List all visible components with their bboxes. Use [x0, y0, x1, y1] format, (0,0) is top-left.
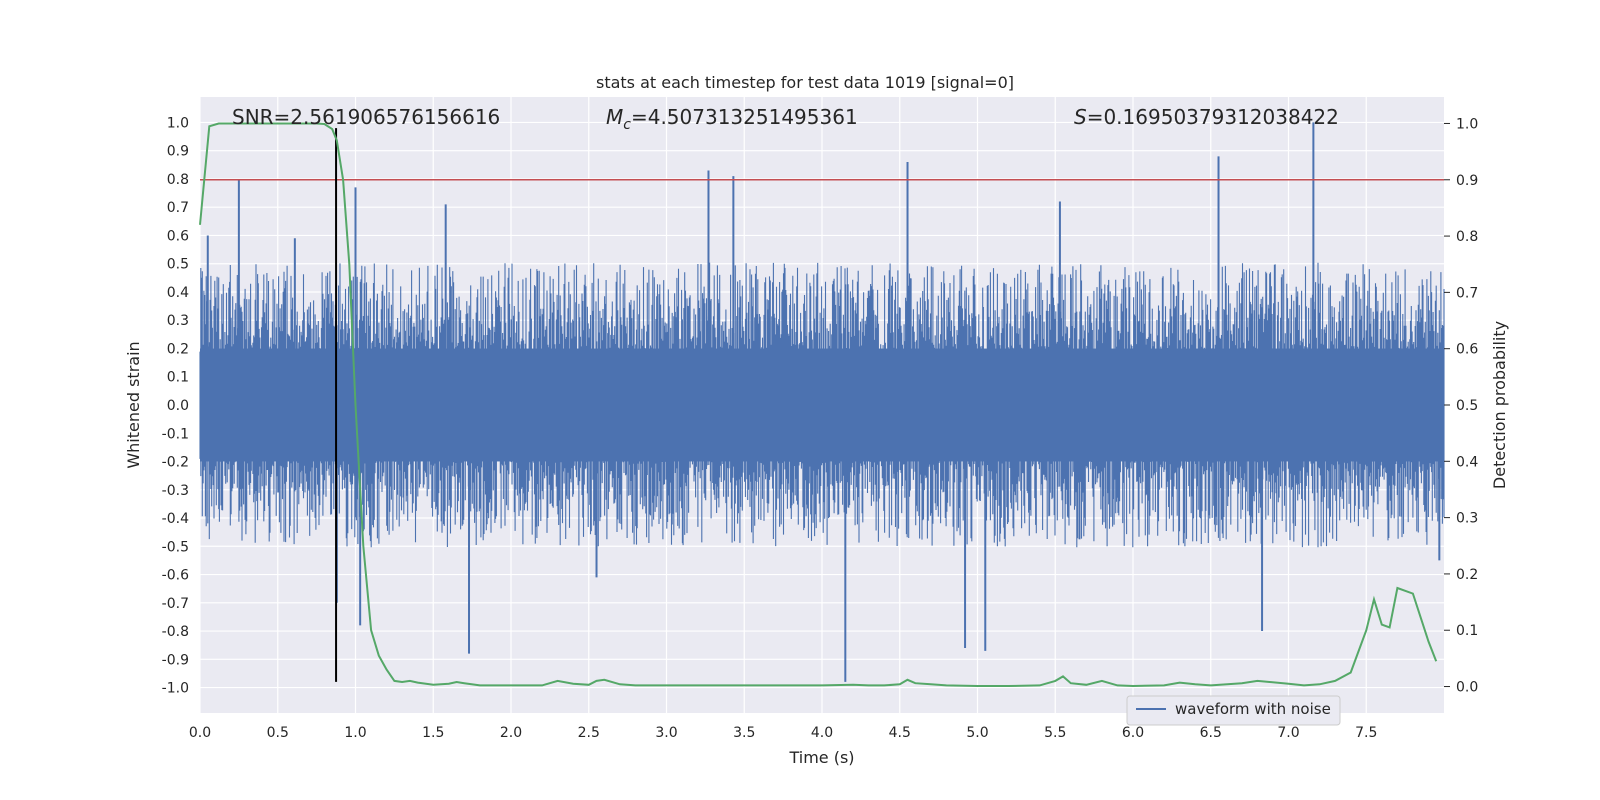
x-tick-label: 0.5: [267, 725, 289, 741]
y-tick-label: -0.6: [162, 568, 189, 584]
mc-value: =4.507313251495361: [631, 105, 858, 129]
x-tick-label: 2.5: [578, 725, 600, 741]
x-axis-ticks: 0.0 0.5 1.0 1.5 2.0 2.5 3.0 3.5 4.0 4.5 5.0 5.5 6.0 6…: [189, 725, 1378, 741]
x-tick-label: 7.5: [1355, 725, 1377, 741]
mc-annotation: Mc=4.507313251495361: [606, 105, 858, 133]
x-tick-label: 1.0: [344, 725, 366, 741]
y2-axis-ticks: 0.0 0.1 0.2 0.3 0.4 0.5 0.6 0.7 0.8 0.9 1.0: [1444, 116, 1478, 696]
y2-tick-label: 0.4: [1456, 454, 1478, 470]
y2-tick-label: 0.5: [1456, 398, 1478, 414]
y-tick-label: -0.1: [162, 426, 189, 442]
y2-tick-label: 1.0: [1456, 116, 1478, 132]
x-tick-label: 6.0: [1122, 725, 1144, 741]
y-tick-label: -0.3: [162, 483, 189, 499]
y-tick-label: -0.2: [162, 455, 189, 471]
x-tick-label: 1.5: [422, 725, 444, 741]
x-tick-label: 3.5: [733, 725, 755, 741]
s-value: =0.16950379312038422: [1087, 105, 1339, 129]
y2-axis-label: Detection probability: [1490, 321, 1509, 489]
y-tick-label: 0.3: [167, 313, 189, 329]
legend: waveform with noise: [1126, 695, 1341, 726]
waveform-series: [199, 122, 1445, 682]
legend-label: waveform with noise: [1175, 700, 1331, 718]
y-tick-label: -1.0: [162, 681, 189, 697]
y-tick-label: 0.5: [167, 257, 189, 273]
x-tick-label: 4.0: [811, 725, 833, 741]
y-tick-label: -0.8: [162, 624, 189, 640]
y-tick-label: 1.0: [167, 115, 189, 131]
y2-tick-label: 0.0: [1456, 680, 1478, 696]
y-tick-label: -0.9: [162, 652, 189, 668]
y-tick-label: 0.2: [167, 341, 189, 357]
mc-symbol: M: [606, 105, 623, 129]
mc-subscript: c: [623, 117, 631, 133]
y-tick-label: -0.7: [162, 596, 189, 612]
y-axis-ticks: -1.0 -0.9 -0.8 -0.7 -0.6 -0.5 -0.4 -0.3 -0.2 -0.1…: [162, 115, 189, 696]
x-axis-label: Time (s): [788, 748, 854, 767]
x-tick-label: 5.0: [966, 725, 988, 741]
chart-title: stats at each timestep for test data 101…: [596, 73, 1014, 92]
x-tick-label: 5.5: [1044, 725, 1066, 741]
y2-tick-label: 0.8: [1456, 229, 1478, 245]
y-tick-label: 0.0: [167, 398, 189, 414]
y-tick-label: 0.1: [167, 370, 189, 386]
y2-tick-label: 0.2: [1456, 567, 1478, 583]
y-tick-label: 0.8: [167, 172, 189, 188]
x-tick-label: 7.0: [1277, 725, 1299, 741]
x-tick-label: 2.0: [500, 725, 522, 741]
x-tick-label: 0.0: [189, 725, 211, 741]
legend-box: [1126, 695, 1341, 726]
y2-tick-label: 0.3: [1456, 511, 1478, 527]
y2-tick-label: 0.9: [1456, 173, 1478, 189]
x-tick-label: 6.5: [1200, 725, 1222, 741]
y-tick-label: 0.7: [167, 200, 189, 216]
y-tick-label: 0.4: [167, 285, 189, 301]
y2-tick-label: 0.6: [1456, 342, 1478, 358]
y-tick-label: -0.4: [162, 511, 189, 527]
y-tick-label: 0.6: [167, 228, 189, 244]
y-tick-label: 0.9: [167, 144, 189, 160]
waveform-core: [200, 348, 1444, 462]
x-tick-label: 3.0: [655, 725, 677, 741]
y-tick-label: -0.5: [162, 539, 189, 555]
s-symbol: S: [1074, 105, 1087, 129]
detection-probability-line: [199, 122, 1438, 688]
y2-tick-label: 0.1: [1456, 623, 1478, 639]
y2-tick-label: 0.7: [1456, 285, 1478, 301]
x-tick-label: 4.5: [889, 725, 911, 741]
y-axis-label: Whitened strain: [124, 341, 143, 468]
s-annotation: S=0.16950379312038422: [1074, 105, 1339, 129]
snr-annotation: SNR=2.561906576156616: [232, 105, 500, 129]
